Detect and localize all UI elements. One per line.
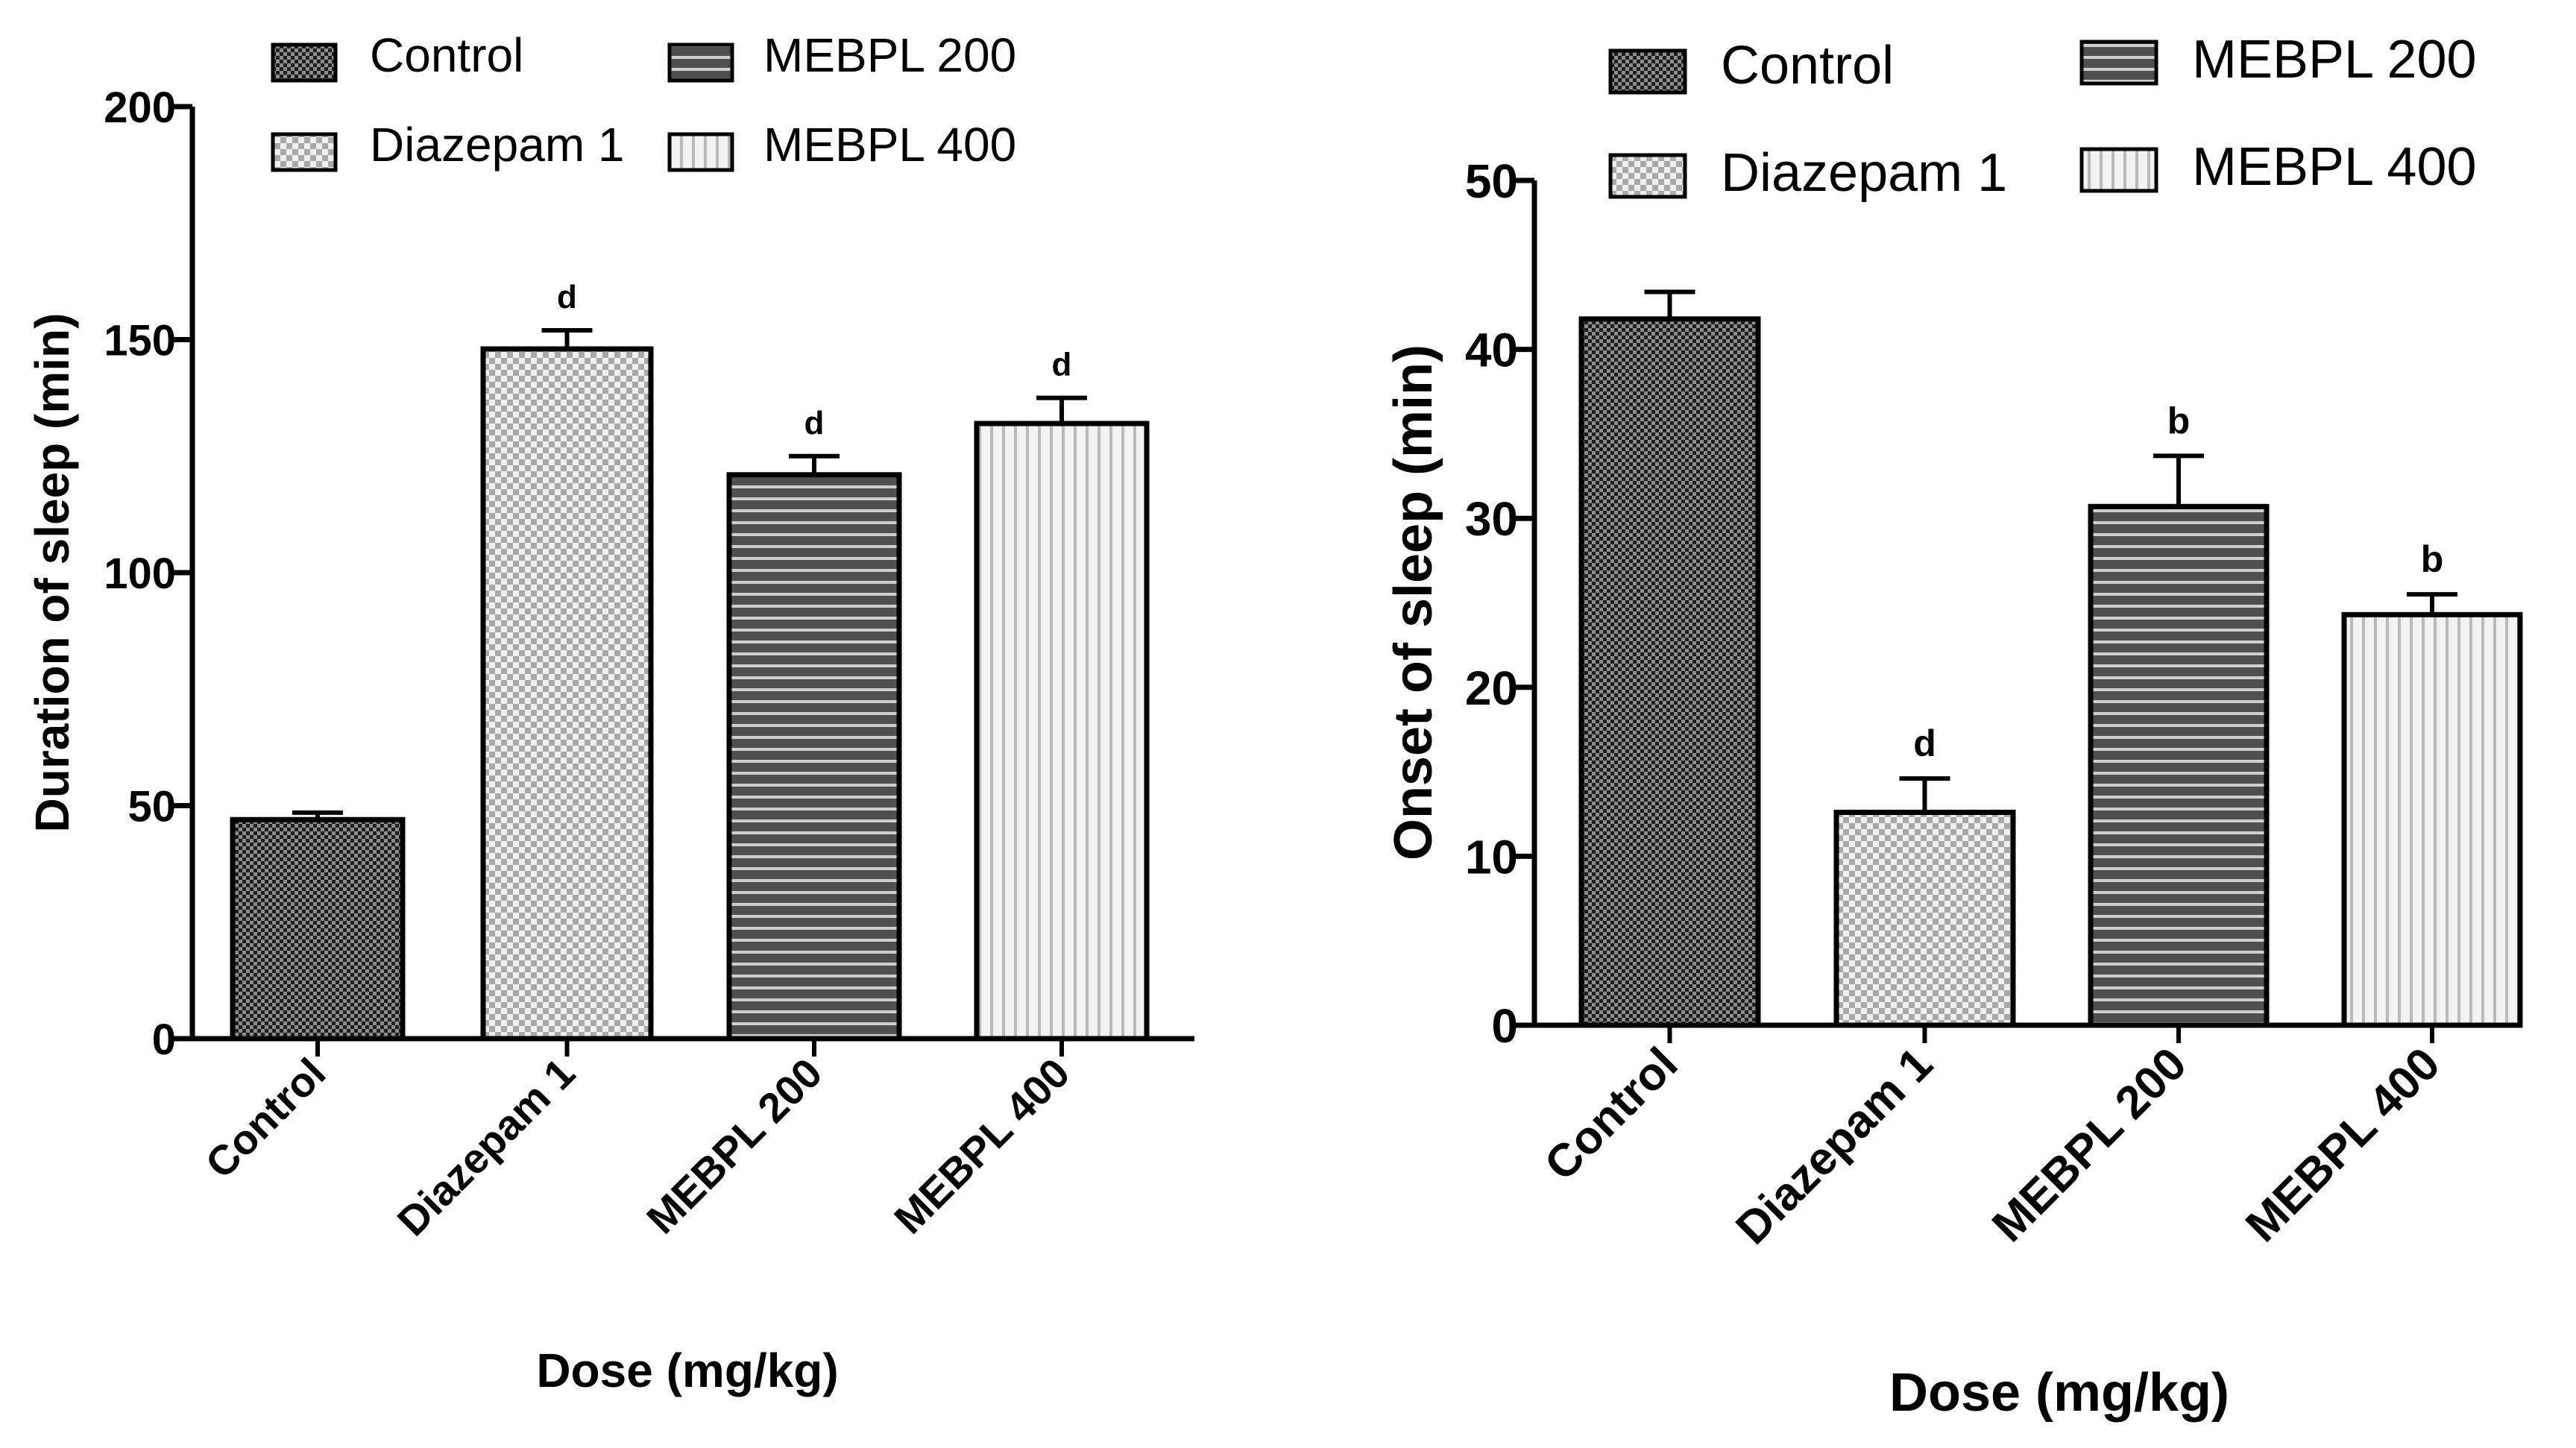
legend-swatch-mebpl-200 xyxy=(2079,40,2158,86)
significance-label: d xyxy=(804,405,825,441)
y-tick-label: 20 xyxy=(1465,661,1518,715)
legend-label: Diazepam 1 xyxy=(1721,143,2007,203)
x-axis-label: Dose (mg/kg) xyxy=(1889,1363,2229,1423)
y-tick-label: 200 xyxy=(104,84,176,132)
y-axis-label: Onset of sleep (min) xyxy=(1384,344,1443,860)
y-tick-label: 40 xyxy=(1465,324,1518,377)
legend-swatch-mebpl-400 xyxy=(2079,147,2158,193)
legend-swatch-control xyxy=(271,43,338,83)
bar-diazepam-1 xyxy=(480,346,654,1042)
bar-control xyxy=(1578,316,1761,1028)
error-bars xyxy=(292,328,1087,820)
x-tick-label: MEBPL 400 xyxy=(2236,1038,2450,1252)
legend: Control MEBPL 200 Diazepam 1 MEBPL 400 xyxy=(271,28,1016,172)
significance-label: d xyxy=(1913,723,1936,764)
y-tick-label: 100 xyxy=(104,550,176,598)
bar-mebpl-400 xyxy=(974,421,1150,1042)
legend-swatch-diazepam-1 xyxy=(1608,153,1687,199)
y-tick-label: 50 xyxy=(127,782,176,831)
x-tick-label: MEBPL 200 xyxy=(1983,1038,2196,1252)
axes xyxy=(1531,180,2522,1028)
y-ticks: 0 50 100 150 200 xyxy=(104,84,192,1064)
significance-label: b xyxy=(2421,538,2444,580)
bar-mebpl-200 xyxy=(726,472,902,1042)
legend-label: Control xyxy=(1721,36,1894,95)
x-tick-label: Control xyxy=(1535,1038,1688,1191)
y-tick-label: 30 xyxy=(1465,492,1518,546)
x-tick-label: Diazepam 1 xyxy=(1726,1038,1942,1254)
legend-label: MEBPL 200 xyxy=(2192,30,2477,89)
legend: Control MEBPL 200 Diazepam 1 MEBPL 400 xyxy=(1608,30,2477,203)
significance-label: b xyxy=(2167,400,2191,441)
y-tick-label: 50 xyxy=(1465,154,1518,208)
legend-swatch-mebpl-400 xyxy=(667,132,734,172)
legend-label: MEBPL 400 xyxy=(763,118,1016,171)
bars xyxy=(230,346,1150,1042)
bars xyxy=(1578,316,2523,1028)
significance-labels: d d d xyxy=(557,279,1071,441)
y-ticks: 0 10 20 30 40 50 xyxy=(1465,154,1534,1053)
bar-mebpl-400 xyxy=(2341,611,2523,1028)
y-tick-label: 150 xyxy=(104,316,176,365)
error-bars xyxy=(1644,289,2457,813)
x-tick-label: Diazepam 1 xyxy=(388,1049,584,1244)
y-tick-label: 0 xyxy=(152,1016,176,1064)
significance-label: d xyxy=(557,279,577,315)
bar-mebpl-200 xyxy=(2088,503,2270,1028)
bar-diazepam-1 xyxy=(1833,809,2016,1028)
legend-label: MEBPL 400 xyxy=(2192,137,2477,197)
duration-chart: Control MEBPL 200 Diazepam 1 MEBPL 400 d… xyxy=(25,28,1194,1397)
legend-swatch-diazepam-1 xyxy=(271,132,338,172)
x-axis-label: Dose (mg/kg) xyxy=(536,1344,838,1397)
legend-swatch-control xyxy=(1608,48,1687,95)
legend-label: Control xyxy=(370,28,523,82)
x-ticks: Control Diazepam 1 MEBPL 200 MEBPL 400 xyxy=(196,1039,1078,1244)
x-ticks: Control Diazepam 1 MEBPL 200 MEBPL 400 xyxy=(1535,1025,2450,1254)
x-tick-label: MEBPL 400 xyxy=(885,1049,1078,1242)
x-tick-label: Control xyxy=(196,1049,334,1187)
legend-label: MEBPL 200 xyxy=(763,28,1016,82)
legend-swatch-mebpl-200 xyxy=(667,43,734,83)
y-axis-label: Duration of sleep (min) xyxy=(25,313,79,833)
significance-label: d xyxy=(1052,347,1072,383)
significance-labels: d b b xyxy=(1913,400,2443,764)
y-tick-label: 0 xyxy=(1491,999,1518,1053)
y-tick-label: 10 xyxy=(1465,830,1518,884)
onset-chart: Control MEBPL 200 Diazepam 1 MEBPL 400 d… xyxy=(1384,30,2523,1423)
x-tick-label: MEBPL 200 xyxy=(637,1049,831,1242)
bar-control xyxy=(230,816,406,1042)
legend-label: Diazepam 1 xyxy=(370,118,625,171)
